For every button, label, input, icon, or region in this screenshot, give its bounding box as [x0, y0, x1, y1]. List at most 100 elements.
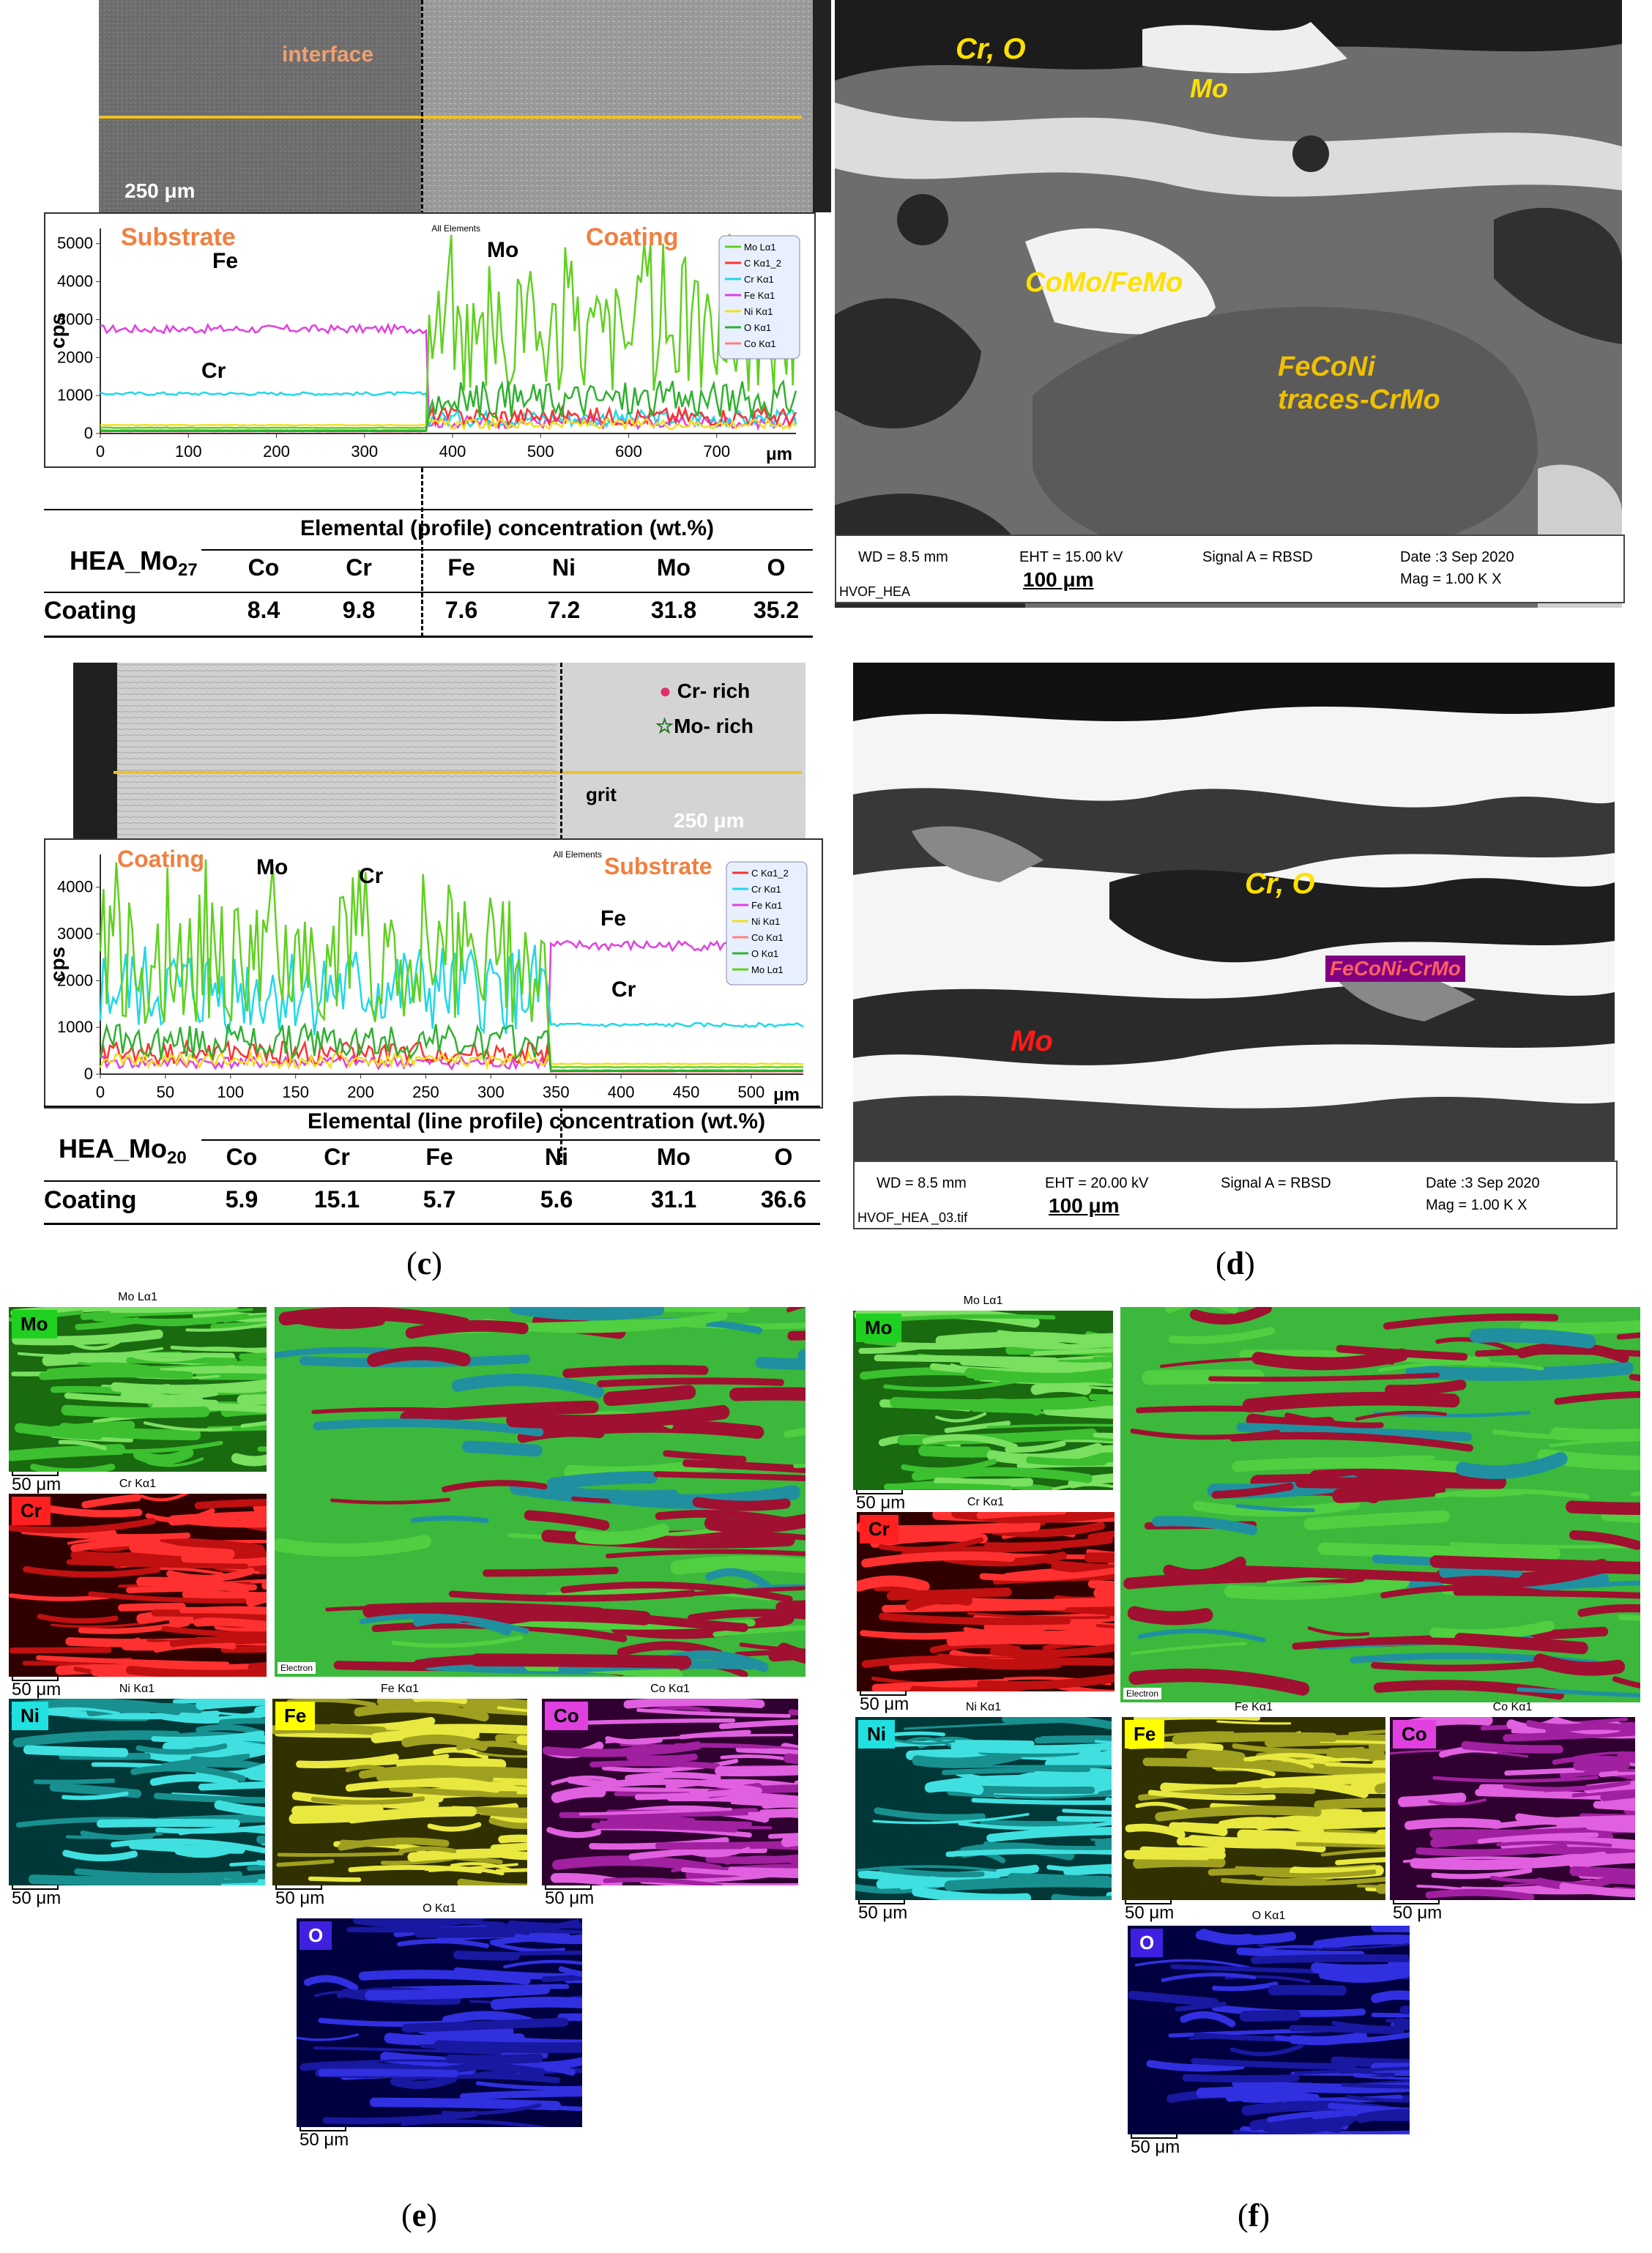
panel-e-map-fe-streak — [380, 1856, 454, 1866]
panel-f-map-cr-streak — [905, 1593, 972, 1611]
panel-f-map-mo-streak — [929, 1361, 1113, 1375]
panel-f-map-o-streak — [1289, 2025, 1404, 2035]
panel-f-map-mo-streak — [934, 1477, 1034, 1488]
panel-d-caption: (d) — [1216, 1245, 1255, 1281]
panel-c-cr-label: Cr — [359, 864, 384, 888]
panel-f-map-mo-streak — [1030, 1381, 1092, 1396]
table-cell: 7.2 — [547, 597, 581, 623]
panel-e-composite-streak — [663, 1450, 747, 1463]
panel-a-y-tick-label: 2000 — [57, 348, 93, 366]
panel-e-map-co-streak — [626, 1753, 698, 1762]
eds-map-tag: Mo — [12, 1310, 57, 1338]
table-cell: 5.9 — [225, 1186, 258, 1213]
panel-f-map-co-streak — [1631, 1781, 1635, 1786]
panel-e-map-fe-streak — [495, 1868, 527, 1873]
panel-e-composite-streak — [275, 1535, 431, 1557]
panel-f-map-fe-streak — [1254, 1869, 1377, 1878]
panel-f-map-mo-streak — [890, 1396, 1090, 1411]
panel-f-map-o-streak — [1318, 1967, 1410, 1983]
panel-b-info-bar: WD = 8.5 mm EHT = 15.00 kV Signal A = RB… — [835, 535, 1625, 603]
panel-f-map-fe-streak — [1155, 1847, 1226, 1860]
panel-e-map-fe-streak — [488, 1817, 527, 1829]
panel-e-map-mo-streak — [72, 1338, 122, 1350]
panel-e-map-ni-streak — [154, 1792, 265, 1803]
panel-e-map-o-streak — [503, 1959, 582, 1969]
panel-f-map-cr-streak — [1093, 1587, 1115, 1600]
panel-a-x-tick-label: 200 — [263, 442, 290, 461]
panel-e-map-co-streak — [715, 1765, 798, 1777]
panel-f-composite-streak — [1435, 1489, 1590, 1500]
panel-c-table-rule-4 — [44, 1223, 820, 1225]
table-cell: 31.1 — [650, 1186, 697, 1213]
table-column-header: Mo — [656, 554, 691, 581]
panel-e-map-ni-streak — [62, 1791, 129, 1800]
panel-f-map-co-streak — [1593, 1800, 1635, 1811]
panel-e-map-co-streak — [605, 1736, 663, 1745]
panel-b-mo-label: Mo — [1190, 73, 1228, 103]
panel-a-y-axis-label: cps — [46, 313, 69, 349]
panel-e-map-cr-streak — [139, 1494, 189, 1502]
panel-e-map-ni-streak — [96, 1819, 240, 1828]
panel-f-composite-streak — [1236, 1422, 1473, 1442]
panel-c-cr-rich-label: ● Cr- rich — [659, 679, 751, 702]
panel-a-sample-sub: 27 — [178, 560, 198, 581]
panel-d-sem-image — [853, 663, 1615, 1204]
eds-map-cr: Cr — [857, 1512, 1115, 1691]
panel-f-map-ni-streak — [986, 1826, 1112, 1842]
panel-e-map-cr-streak — [181, 1554, 267, 1567]
eds-map-scalebar: 50 μm — [1125, 1900, 1175, 1923]
panel-f-composite-streak — [1130, 1428, 1281, 1440]
panel-f-map-co-streak — [1515, 1813, 1601, 1826]
eds-map-title: Co Kα1 — [650, 1683, 690, 1695]
panel-f-composite-streak — [1371, 1660, 1548, 1672]
panel-e-map-mo-streak — [143, 1421, 233, 1431]
panel-e-map-mo-streak — [170, 1345, 267, 1352]
panel-f-map-o-streak — [1346, 2095, 1410, 2103]
eds-map-title: O Kα1 — [423, 1902, 456, 1915]
panel-e-map-ni-streak — [130, 1765, 246, 1782]
panel-f-composite-streak — [1307, 1626, 1370, 1636]
panel-e-map-ni-streak — [79, 1877, 258, 1885]
panel-f-map-ni-streak — [1051, 1893, 1112, 1900]
panel-f-map-cr-streak — [910, 1683, 1028, 1691]
panel-f-composite-streak — [1453, 1589, 1640, 1599]
panel-e-map-fe-streak — [427, 1822, 482, 1832]
panel-e-map-mo-streak — [231, 1453, 267, 1467]
panel-f-map-co-streak — [1503, 1780, 1631, 1792]
panel-f-map-fe-streak — [1172, 1732, 1338, 1745]
panel-e-map-fe-streak — [276, 1859, 335, 1867]
panel-e-map-ni-streak — [229, 1861, 265, 1867]
panel-a-legend-item: Mo Lα1 — [744, 242, 776, 253]
panel-f-map-co-streak — [1617, 1768, 1635, 1772]
panel-f-map-ni-streak — [944, 1877, 1112, 1891]
table-column-header: Fe — [447, 554, 475, 581]
eds-map-co: Co — [542, 1699, 798, 1885]
panel-e-map-ni-streak — [220, 1878, 265, 1885]
panel-e-composite-streak — [682, 1459, 805, 1474]
panel-f-map-co-streak — [1547, 1853, 1603, 1866]
panel-f-composite-streak — [1618, 1614, 1640, 1621]
panel-f-map-cr-streak — [989, 1643, 1115, 1658]
panel-f-map-cr-streak — [915, 1542, 1063, 1555]
panel-e-map-cr-streak — [9, 1518, 156, 1534]
panel-e-composite-streak — [470, 1653, 692, 1669]
panel-c-caption: (c) — [406, 1245, 442, 1281]
panel-f-composite-streak — [1224, 1575, 1410, 1600]
panel-f-map-cr-streak — [983, 1620, 1115, 1634]
panel-e-map-ni-streak — [151, 1730, 265, 1743]
eds-map-ni: Ni — [855, 1717, 1112, 1900]
panel-e-map-fe-streak — [376, 1766, 527, 1782]
panel-f-map-fe-streak — [1291, 1764, 1385, 1775]
panel-f-map-fe-streak — [1259, 1773, 1385, 1789]
table-cell: 5.6 — [540, 1186, 573, 1213]
panel-e-composite-streak — [405, 1319, 529, 1339]
panel-f-map-cr-streak — [879, 1612, 1071, 1625]
panel-c-y-tick-label: 2000 — [57, 971, 93, 989]
panel-c-x-tick-label: 450 — [673, 1083, 700, 1101]
panel-f-composite-streak — [1554, 1390, 1640, 1405]
panel-e-map-fe-streak — [495, 1849, 527, 1861]
panel-e-map-o-streak — [491, 1941, 565, 1953]
panel-e-map-fe-streak — [286, 1699, 376, 1708]
panel-e-map-o-streak — [397, 2033, 525, 2045]
panel-f-map-cr-streak — [1087, 1530, 1115, 1541]
